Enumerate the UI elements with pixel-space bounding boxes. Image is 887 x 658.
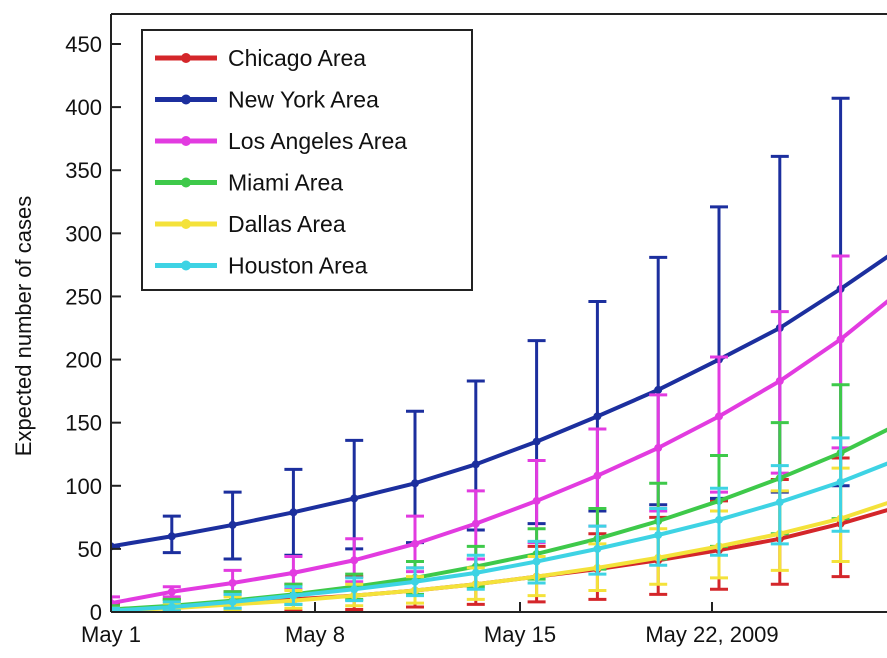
data-point-los-angeles-area — [228, 578, 237, 587]
data-point-los-angeles-area — [167, 587, 176, 596]
y-tick-label: 50 — [78, 537, 102, 562]
legend-entry-chicago-area: Chicago Area — [228, 45, 366, 71]
plot-marks — [111, 96, 887, 612]
series-new-york-area — [111, 96, 887, 561]
data-point-los-angeles-area — [411, 539, 419, 548]
legend-marker-dallas-area — [181, 219, 191, 229]
data-point-houston-area — [532, 557, 541, 566]
data-point-los-angeles-area — [350, 556, 359, 565]
data-point-new-york-area — [289, 508, 298, 517]
legend-box — [141, 29, 473, 291]
data-point-houston-area — [228, 597, 237, 606]
y-tick-label: 100 — [65, 474, 102, 499]
data-point-new-york-area — [593, 412, 602, 421]
data-point-los-angeles-area — [289, 568, 298, 577]
legend-entry-new-york-area: New York Area — [228, 87, 379, 113]
data-point-los-angeles-area — [654, 443, 663, 452]
legend-entry-dallas-area: Dallas Area — [228, 211, 346, 237]
data-point-los-angeles-area — [532, 496, 541, 505]
data-point-houston-area — [836, 477, 845, 486]
legend-entry-los-angeles-area: Los Angeles Area — [228, 128, 407, 154]
data-point-houston-area — [167, 602, 176, 611]
data-point-new-york-area — [471, 460, 480, 469]
data-point-houston-area — [471, 568, 480, 577]
data-point-new-york-area — [532, 437, 541, 446]
y-tick-label: 150 — [65, 411, 102, 436]
y-tick-label: 200 — [65, 348, 102, 373]
legend-entry-houston-area: Houston Area — [228, 253, 368, 279]
x-tick-label: May 8 — [285, 622, 345, 647]
data-point-new-york-area — [350, 494, 359, 503]
legend-marker-houston-area — [181, 260, 191, 271]
data-point-houston-area — [411, 577, 419, 586]
data-point-houston-area — [775, 498, 784, 507]
y-tick-label: 250 — [65, 284, 102, 309]
legend-marker-los-angeles-area — [181, 136, 191, 146]
data-point-new-york-area — [411, 479, 419, 488]
data-point-los-angeles-area — [775, 377, 784, 386]
data-point-houston-area — [654, 531, 663, 540]
data-point-new-york-area — [654, 385, 663, 394]
y-tick-label: 350 — [65, 158, 102, 183]
data-point-houston-area — [715, 515, 723, 524]
legend-marker-chicago-area — [181, 53, 191, 63]
axes: 0 50 100 150 200 250 300 350 400 450 May 1 May 8 May… — [65, 13, 887, 647]
x-tick-label: May 1 — [81, 622, 141, 647]
y-axis-label: Expected number of cases — [11, 196, 36, 456]
y-tick-label: 0 — [90, 600, 102, 625]
legend-marker-miami-area — [181, 177, 191, 188]
data-point-new-york-area — [228, 520, 237, 529]
y-tick-label: 450 — [65, 32, 102, 57]
series-houston-area — [111, 436, 887, 612]
data-point-los-angeles-area — [715, 412, 723, 421]
x-tick-label: May 15 — [484, 622, 556, 647]
x-tick-label: May 22, 2009 — [645, 622, 778, 647]
data-point-new-york-area — [167, 532, 176, 541]
data-point-los-angeles-area — [836, 335, 845, 344]
legend-marker-new-york-area — [181, 94, 191, 105]
legend: Chicago Area New York Area Los Angeles Are… — [141, 29, 473, 291]
y-tick-label: 400 — [65, 95, 102, 120]
data-point-los-angeles-area — [593, 471, 602, 480]
data-point-los-angeles-area — [471, 519, 480, 528]
y-tick-label: 300 — [65, 221, 102, 246]
data-point-houston-area — [289, 591, 298, 600]
legend-entry-miami-area: Miami Area — [228, 170, 343, 196]
data-point-houston-area — [593, 544, 602, 553]
data-point-houston-area — [350, 585, 359, 594]
